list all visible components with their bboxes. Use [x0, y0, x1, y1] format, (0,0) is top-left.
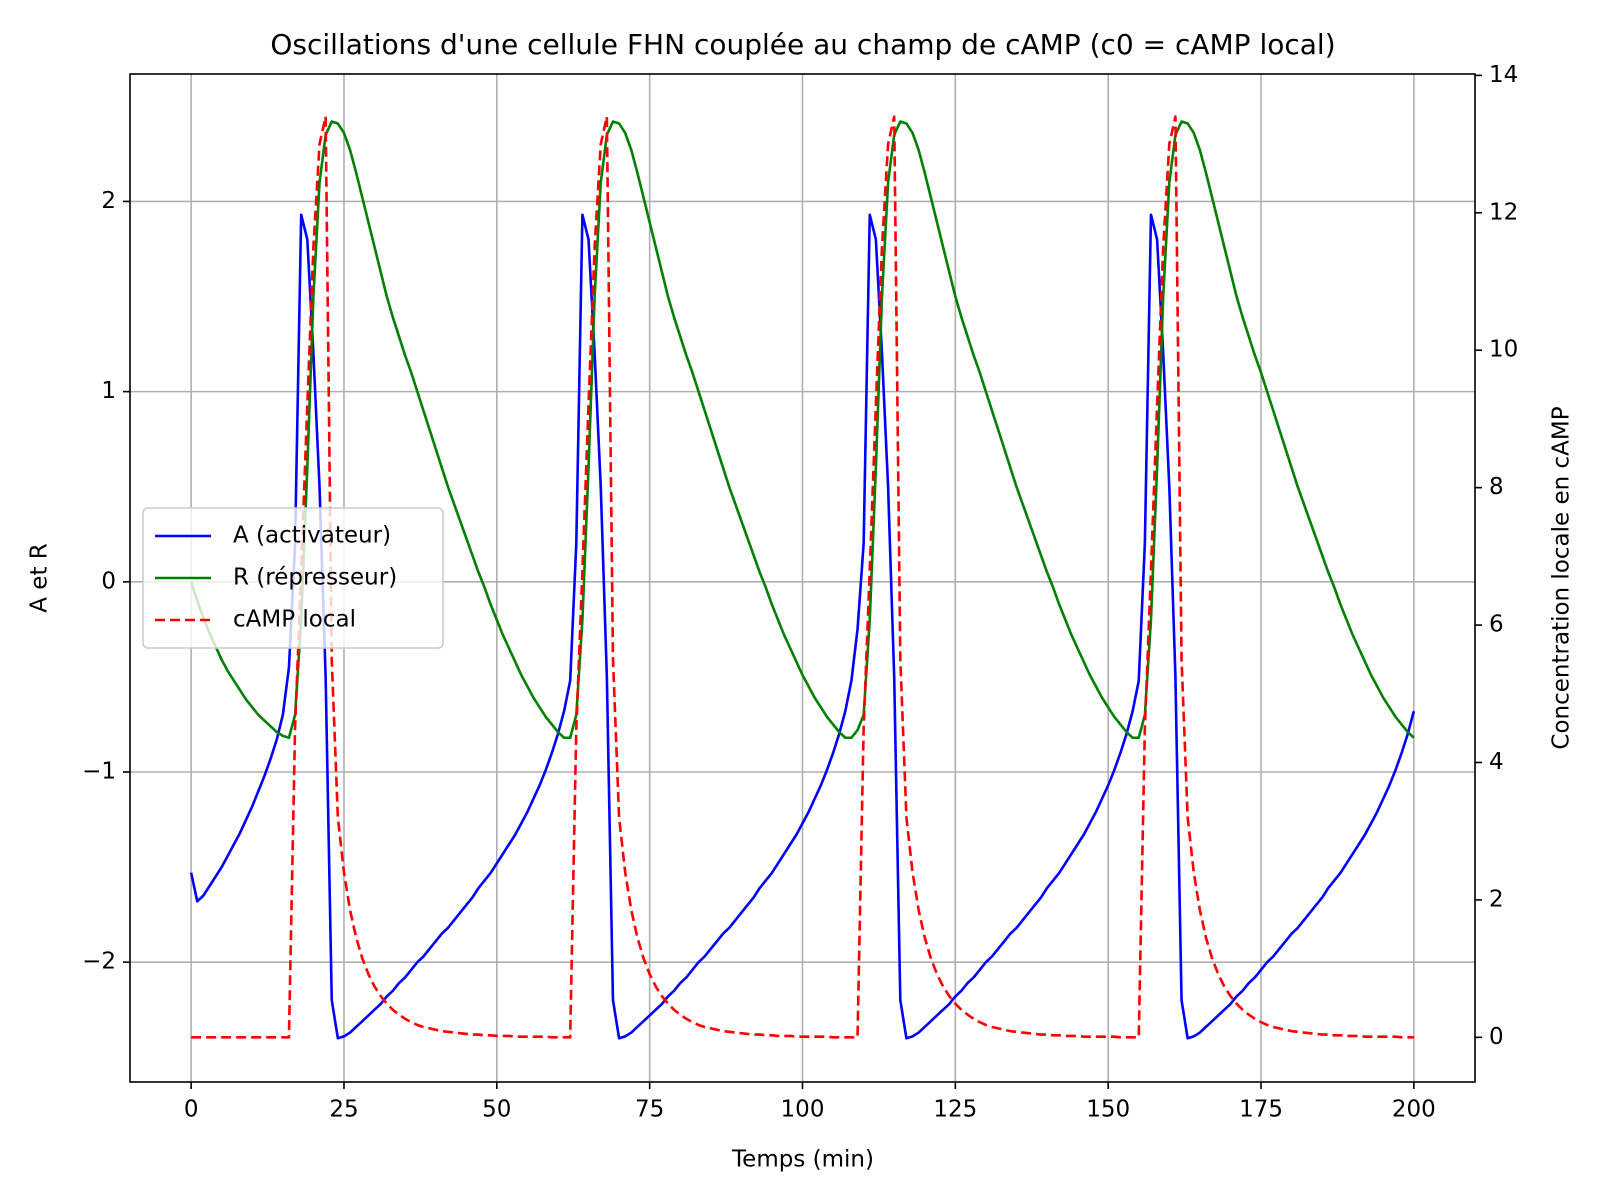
- x-tick-label: 125: [933, 1097, 977, 1123]
- y2-tick-label: 6: [1489, 612, 1504, 638]
- y2-axis-label: Concentration locale en cAMP: [1549, 406, 1575, 749]
- x-tick-label: 50: [482, 1097, 511, 1123]
- legend-label: A (activateur): [233, 523, 391, 549]
- y2-tick-label: 12: [1489, 199, 1518, 225]
- y-axis-label: A et R: [27, 543, 53, 613]
- y-tick-label: 2: [101, 188, 116, 214]
- legend-label: R (répresseur): [233, 565, 397, 591]
- y-tick-label: −2: [82, 949, 116, 975]
- x-tick-label: 100: [781, 1097, 825, 1123]
- x-axis-label: Temps (min): [731, 1147, 874, 1173]
- line-series: [189, 120, 1415, 740]
- line-series: [189, 213, 1416, 1040]
- x-tick-label: 75: [635, 1097, 664, 1123]
- x-tick-label: 200: [1392, 1097, 1436, 1123]
- x-tick-label: 150: [1086, 1097, 1130, 1123]
- y-tick-label: 0: [101, 568, 116, 594]
- x-tick-label: 0: [184, 1097, 199, 1123]
- y2-tick-label: 0: [1489, 1024, 1504, 1050]
- x-tick-label: 175: [1239, 1097, 1283, 1123]
- y2-tick-label: 2: [1489, 886, 1504, 912]
- chart-title: Oscillations d'une cellule FHN couplée a…: [270, 28, 1335, 61]
- x-tick-label: 25: [329, 1097, 358, 1123]
- legend-label: cAMP local: [233, 607, 356, 633]
- y-tick-label: −1: [82, 758, 116, 784]
- y2-tick-label: 14: [1489, 62, 1518, 88]
- y2-tick-label: 8: [1489, 474, 1504, 500]
- y2-tick-label: 10: [1489, 337, 1518, 363]
- y2-tick-label: 4: [1489, 749, 1504, 775]
- plot-frame: [129, 73, 1476, 1083]
- legend-box: [142, 507, 444, 649]
- line-series: [191, 115, 1414, 1039]
- y-tick-label: 1: [101, 378, 116, 404]
